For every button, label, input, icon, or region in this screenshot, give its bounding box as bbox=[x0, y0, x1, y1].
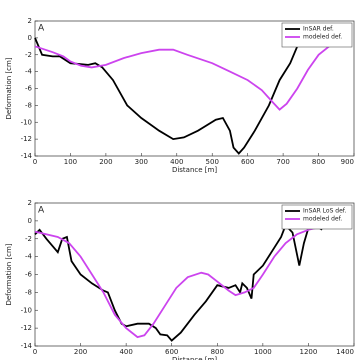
y-tick-label: -10 bbox=[21, 306, 32, 314]
series-line bbox=[34, 45, 330, 111]
x-tick-label: 600 bbox=[241, 158, 254, 166]
x-tick-label: 100 bbox=[64, 158, 77, 166]
x-tick-label: 700 bbox=[276, 158, 289, 166]
y-tick-label: -10 bbox=[21, 118, 32, 126]
x-tick-label: 800 bbox=[312, 158, 325, 166]
panel-annotation: A bbox=[38, 24, 45, 34]
y-axis-label: Deformation [cm] bbox=[5, 243, 13, 305]
legend-box bbox=[281, 204, 353, 230]
legend-label: modeled def. bbox=[303, 216, 342, 223]
x-tick-label: 1400 bbox=[336, 348, 354, 356]
x-axis-label: Distance [m] bbox=[172, 356, 217, 360]
x-tick-label: 1000 bbox=[254, 348, 272, 356]
legend-label: InSAR LoS def. bbox=[303, 208, 346, 215]
x-tick-label: 500 bbox=[206, 158, 219, 166]
x-tick-label: 400 bbox=[170, 158, 183, 166]
y-tick-label: -4 bbox=[25, 253, 33, 261]
y-axis-label: Deformation [cm] bbox=[5, 57, 13, 119]
x-tick-label: 200 bbox=[74, 348, 87, 356]
y-tick-label: 0 bbox=[28, 34, 32, 42]
y-tick-label: 2 bbox=[28, 199, 32, 207]
series-line bbox=[34, 37, 302, 155]
y-tick-label: -6 bbox=[25, 85, 33, 93]
legend-label: InSAR def. bbox=[303, 26, 334, 33]
x-tick-label: 200 bbox=[99, 158, 112, 166]
x-tick-label: 800 bbox=[211, 348, 224, 356]
y-tick-label: -12 bbox=[21, 324, 32, 332]
x-tick-label: 900 bbox=[341, 158, 354, 166]
y-tick-label: -8 bbox=[25, 101, 32, 109]
x-tick-label: 1200 bbox=[300, 348, 318, 356]
y-tick-label: -2 bbox=[25, 235, 32, 243]
series-line bbox=[34, 224, 330, 339]
y-tick-label: -14 bbox=[21, 152, 33, 160]
x-tick-label: 300 bbox=[135, 158, 148, 166]
y-tick-label: -12 bbox=[21, 135, 32, 143]
y-tick-label: -6 bbox=[25, 271, 33, 279]
x-tick-label: 0 bbox=[33, 158, 37, 166]
y-tick-label: -8 bbox=[25, 288, 32, 296]
legend-label: modeled def. bbox=[303, 34, 342, 41]
x-tick-label: 600 bbox=[165, 348, 178, 356]
y-tick-label: -2 bbox=[25, 51, 32, 59]
y-tick-label: 0 bbox=[28, 217, 32, 225]
x-tick-label: 0 bbox=[33, 348, 37, 356]
x-axis-label: Distance [m] bbox=[172, 166, 217, 174]
series-line bbox=[34, 223, 323, 342]
legend-box bbox=[281, 22, 353, 48]
y-tick-label: -14 bbox=[21, 342, 33, 350]
x-tick-label: 400 bbox=[119, 348, 132, 356]
panel-annotation: A bbox=[38, 206, 45, 216]
y-tick-label: -4 bbox=[25, 68, 33, 76]
y-tick-label: 2 bbox=[28, 17, 32, 25]
